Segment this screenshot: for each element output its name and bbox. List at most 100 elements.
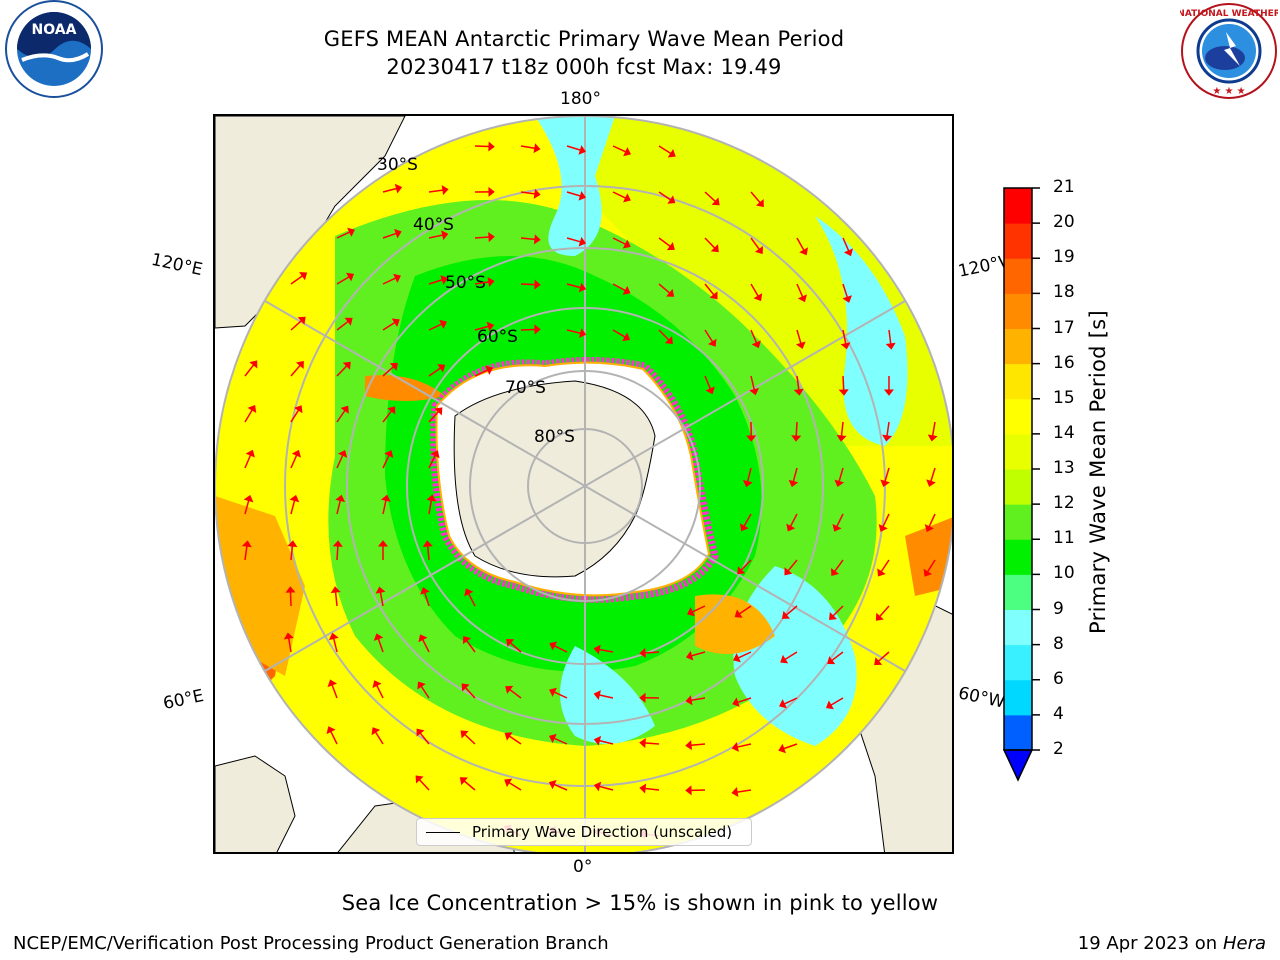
wave-arrow-head <box>415 775 424 784</box>
wave-arrow-shaft <box>554 645 568 653</box>
wave-arrow-head <box>639 692 646 703</box>
wave-arrow-shaft <box>831 651 844 662</box>
wave-arrow-head <box>705 386 715 395</box>
wave-arrow-head <box>441 185 449 196</box>
wave-arrow-head <box>504 732 513 741</box>
svg-text:NOAA: NOAA <box>32 22 77 38</box>
wave-arrow-head <box>685 695 693 706</box>
wave-arrow-shaft <box>382 366 395 377</box>
wave-arrow-head <box>394 183 403 194</box>
wave-arrow-head <box>422 540 433 548</box>
wave-arrow-head <box>830 567 840 577</box>
wave-arrow-head <box>664 336 673 345</box>
wave-arrow-head <box>883 389 895 396</box>
colorbar-band <box>1004 539 1032 575</box>
wave-arrow-head <box>578 145 586 155</box>
colorbar-tick-label: 20 <box>1053 212 1075 233</box>
wave-arrow-head <box>459 777 468 786</box>
wave-arrow-shaft <box>783 697 798 705</box>
wave-arrow-head <box>667 195 676 204</box>
wave-arrow-head <box>685 785 692 796</box>
wave-arrow-shaft <box>645 787 660 791</box>
wave-arrow-shaft <box>244 500 250 515</box>
wave-arrow-head <box>639 738 646 749</box>
wave-arrow-head <box>380 494 391 502</box>
wave-arrow-head <box>685 650 694 661</box>
wave-arrow-shaft <box>382 455 390 469</box>
wave-arrow-shaft <box>290 500 296 515</box>
wave-arrow-head <box>885 342 896 350</box>
wave-arrow-shaft <box>244 364 255 377</box>
wave-arrow-head <box>751 340 761 349</box>
wave-arrow-head <box>788 479 799 488</box>
wave-arrow-shaft <box>509 642 522 653</box>
wave-arrow-shaft <box>795 421 798 437</box>
wave-arrow-shaft <box>520 328 536 331</box>
wave-arrow-head <box>622 285 631 295</box>
wave-arrow-head <box>245 449 255 458</box>
wave-arrow-shaft <box>566 237 581 243</box>
wave-arrow-shaft <box>882 513 890 527</box>
colorbar-band <box>1004 328 1032 365</box>
wave-arrow-head <box>781 610 790 619</box>
wave-arrow-shaft <box>336 545 339 561</box>
wave-arrow-head <box>283 632 294 640</box>
wave-arrow-shaft <box>382 410 393 423</box>
wave-arrow-head <box>534 279 541 290</box>
wave-arrow-head <box>439 319 447 329</box>
wave-arrow-head <box>243 494 254 503</box>
wave-arrow-shaft <box>931 421 936 436</box>
colorbar <box>1002 187 1040 782</box>
wave-arrow-head <box>926 479 936 487</box>
colorbar-tick-label: 19 <box>1053 247 1075 268</box>
wave-arrow-shaft <box>884 467 890 482</box>
wave-arrow-shaft <box>842 237 850 252</box>
wave-arrow-shaft <box>566 145 581 151</box>
colorbar-tick-label: 18 <box>1053 282 1075 303</box>
wave-arrow-head <box>504 778 513 788</box>
wave-arrow-shaft <box>553 783 568 791</box>
latitude-labels: 30°S 40°S 50°S 60°S 70°S 80°S <box>377 155 575 447</box>
wave-arrow-shaft <box>332 638 338 653</box>
wave-arrow-shaft <box>783 743 798 750</box>
wave-arrow-head <box>874 657 883 666</box>
wave-arrow-shaft <box>424 592 430 607</box>
wave-arrow-shaft <box>750 237 760 250</box>
run-machine: Hera <box>1222 933 1266 954</box>
wave-arrow-shaft <box>785 605 798 616</box>
legend-label: Primary Wave Direction (unscaled) <box>472 823 733 841</box>
wave-arrow-shaft <box>599 648 614 653</box>
wave-arrow-head <box>836 434 847 442</box>
wave-arrow-shaft <box>750 191 761 204</box>
lon-label-0: 0° <box>573 857 593 877</box>
wave-arrow-head <box>285 586 296 593</box>
wave-arrow-head <box>742 479 753 488</box>
wave-arrow-head <box>746 435 757 442</box>
wave-arrow-head <box>578 328 587 339</box>
wave-arrow-head <box>549 641 558 651</box>
colorbar-band <box>1004 223 1032 259</box>
colorbar-label: Primary Wave Mean Period [s] <box>1086 310 1110 634</box>
wave-arrow-shaft <box>842 329 847 344</box>
wave-arrow-head <box>784 567 793 576</box>
colorbar-tick-label: 14 <box>1053 422 1075 443</box>
svg-text:★ ★ ★: ★ ★ ★ <box>1212 86 1245 97</box>
wave-arrow-shaft <box>658 191 672 201</box>
wave-arrow-head <box>393 273 401 283</box>
wave-arrow-shaft <box>644 742 660 745</box>
colorbar-tick-label: 17 <box>1053 317 1075 338</box>
wave-arrow-head <box>384 450 394 458</box>
lat-label-50s: 50°S <box>445 273 486 293</box>
wave-arrow-shaft <box>842 283 849 298</box>
wave-arrow-shaft <box>289 591 292 607</box>
wave-arrow-shaft <box>658 329 670 341</box>
wave-arrow-shaft <box>691 697 706 702</box>
wave-arrow-shaft <box>474 236 490 239</box>
wave-arrow-shaft <box>382 277 397 285</box>
legend-line-sample <box>426 831 460 833</box>
wave-arrow-head <box>710 244 719 253</box>
wave-arrow-shaft <box>928 513 936 528</box>
colorbar-tick-label: 10 <box>1053 563 1075 584</box>
graticule <box>215 116 952 852</box>
wave-arrow-head <box>754 245 764 254</box>
